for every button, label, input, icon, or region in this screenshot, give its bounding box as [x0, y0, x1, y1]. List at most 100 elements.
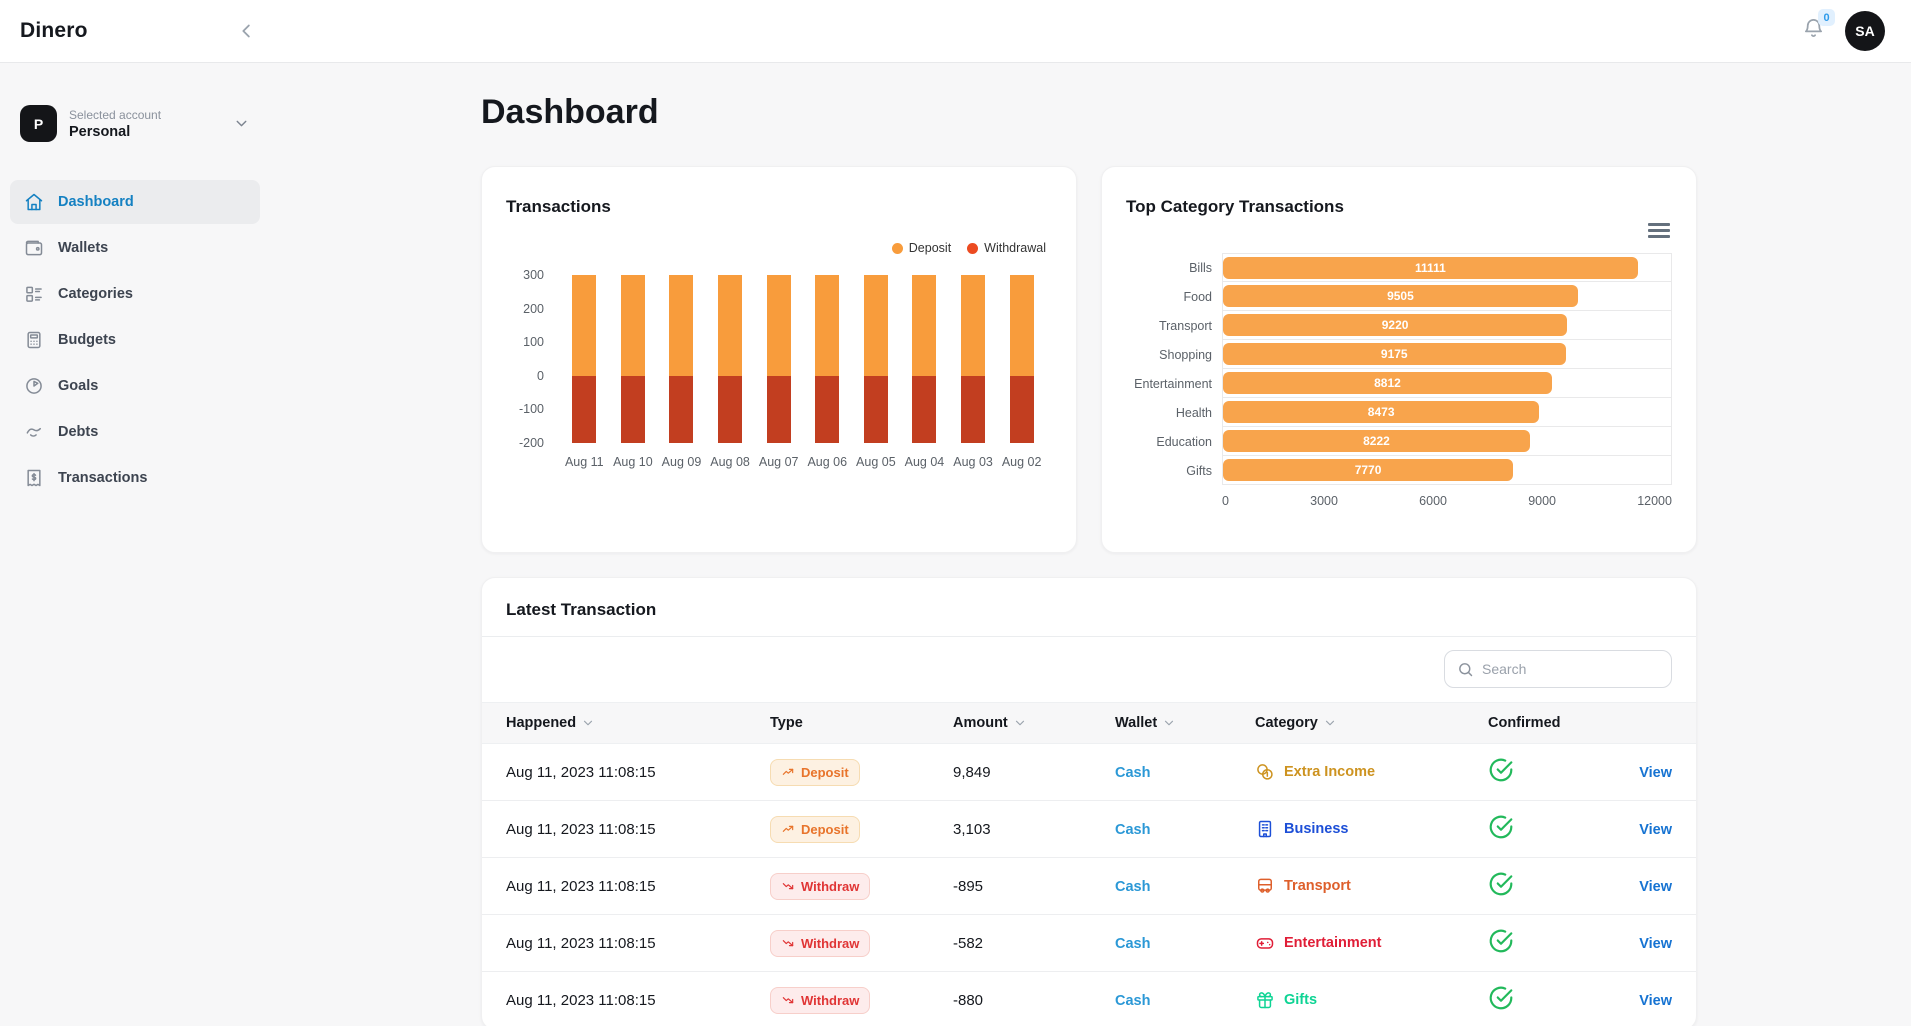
sidebar-item-label: Categories: [58, 286, 133, 302]
sidebar-item-wallets[interactable]: Wallets: [10, 226, 260, 270]
y-axis-tick: -200: [518, 436, 544, 450]
sort-chevron-icon: [1323, 716, 1337, 730]
trend-up-icon: [781, 765, 795, 779]
withdrawal-bar: [620, 376, 645, 443]
category-bar-row: Transport 9220: [1126, 311, 1672, 340]
deposit-bar: [961, 275, 986, 376]
sidebar-item-goals[interactable]: Goals: [10, 364, 260, 408]
sidebar-item-dashboard[interactable]: Dashboard: [10, 180, 260, 224]
sidebar-item-categories[interactable]: Categories: [10, 272, 260, 316]
legend-marker-icon: [891, 242, 903, 254]
withdrawal-bar: [1009, 376, 1034, 443]
app-logo: Dinero: [20, 19, 88, 42]
deposit-bar: [815, 275, 840, 376]
sidebar-item-transactions[interactable]: Transactions: [10, 456, 260, 500]
notifications-button[interactable]: 0: [1802, 9, 1835, 45]
wallet-link[interactable]: Cash: [1115, 992, 1151, 1009]
category-cell: Entertainment: [1255, 933, 1488, 953]
view-link[interactable]: View: [1639, 935, 1672, 952]
sidebar-item-budgets[interactable]: Budgets: [10, 318, 260, 362]
table-title: Latest Transaction: [506, 600, 657, 619]
table-row: Aug 11, 2023 11:08:15 Deposit 9,849 Cash…: [482, 744, 1696, 801]
user-avatar[interactable]: SA: [1845, 11, 1885, 51]
legend-item-withdrawal[interactable]: Withdrawal: [967, 241, 1046, 255]
account-name: Personal: [69, 123, 131, 140]
withdrawal-bar: [912, 376, 937, 443]
amount-cell: -895: [953, 877, 984, 895]
deposit-bar: [912, 275, 937, 376]
sidebar-nav: Dashboard Wallets Categories Budgets Goals De…: [0, 180, 270, 500]
column-header-confirmed: Confirmed: [1488, 715, 1561, 731]
category-bar: 7770: [1223, 459, 1514, 481]
view-link[interactable]: View: [1639, 821, 1672, 838]
category-label: Entertainment: [1134, 376, 1212, 391]
withdrawal-bar: [572, 376, 597, 443]
column-header-happened[interactable]: Happened: [506, 715, 770, 731]
category-label: Bills: [1189, 260, 1212, 275]
happened-cell: Aug 11, 2023 11:08:15: [506, 820, 656, 838]
bar-group: [669, 275, 694, 443]
withdrawal-bar: [669, 376, 694, 443]
x-axis-tick: Aug 04: [904, 455, 945, 469]
chart-menu-button[interactable]: [1648, 223, 1670, 238]
category-cell: Extra Income: [1255, 762, 1488, 782]
category-label: Health: [1175, 405, 1212, 420]
wallet-link[interactable]: Cash: [1115, 935, 1151, 952]
view-link[interactable]: View: [1639, 878, 1672, 895]
category-label: Transport: [1158, 318, 1212, 333]
x-axis-tick: 6000: [1419, 494, 1447, 508]
category-x-axis: 0 3000 6000 9000 12000: [1222, 494, 1672, 508]
search-box: [1444, 650, 1672, 688]
sort-chevron-icon: [1162, 716, 1176, 730]
bar-group: [572, 275, 597, 443]
sidebar: P Selected account Personal Dashboard Wal…: [0, 63, 270, 1026]
account-selector[interactable]: P Selected account Personal: [14, 105, 256, 142]
table-row: Aug 11, 2023 11:08:15 Withdraw -895 Cash…: [482, 858, 1696, 915]
chevron-down-icon: [233, 115, 250, 132]
view-link[interactable]: View: [1639, 992, 1672, 1009]
column-header-category[interactable]: Category: [1255, 715, 1488, 731]
wallet-link[interactable]: Cash: [1115, 878, 1151, 895]
category-label: Gifts: [1186, 463, 1212, 478]
top-category-chart-title: Top Category Transactions: [1126, 197, 1344, 216]
main-content: Dashboard Transactions Deposit Withdrawal…: [270, 63, 1911, 1026]
sidebar-item-label: Debts: [58, 424, 99, 440]
category-bar: 8473: [1223, 401, 1540, 423]
category-bar-row: Bills 11111: [1126, 253, 1672, 282]
sidebar-item-debts[interactable]: Debts: [10, 410, 260, 454]
amount-cell: 3,103: [953, 820, 991, 838]
legend-item-deposit[interactable]: Deposit: [891, 241, 951, 255]
chart-legend: Deposit Withdrawal: [506, 241, 1046, 255]
x-axis-tick: 9000: [1528, 494, 1556, 508]
x-axis-tick: Aug 06: [807, 455, 848, 469]
check-circle-icon: [1488, 985, 1514, 1011]
table-row: Aug 11, 2023 11:08:15 Deposit 3,103 Cash…: [482, 801, 1696, 858]
category-cell: Transport: [1255, 876, 1488, 896]
category-bar: 9220: [1223, 314, 1568, 336]
wallet-link[interactable]: Cash: [1115, 764, 1151, 781]
category-bar: 8222: [1223, 430, 1530, 452]
x-axis-labels: Aug 11 Aug 10 Aug 09 Aug 08 Aug 07 Aug 06 Aug …: [560, 455, 1046, 469]
deposit-bar: [669, 275, 694, 376]
deposit-bar: [620, 275, 645, 376]
gamepad-icon: [1255, 933, 1275, 953]
sort-chevron-icon: [1013, 716, 1027, 730]
y-axis-tick: 300: [523, 268, 544, 282]
x-axis-tick: Aug 02: [1001, 455, 1042, 469]
column-header-wallet[interactable]: Wallet: [1115, 715, 1255, 731]
sidebar-item-label: Transactions: [58, 470, 148, 486]
sidebar-collapse-button[interactable]: [236, 20, 258, 42]
withdrawal-bar: [815, 376, 840, 443]
view-link[interactable]: View: [1639, 764, 1672, 781]
check-circle-icon: [1488, 814, 1514, 840]
x-axis-tick: 3000: [1310, 494, 1338, 508]
search-input[interactable]: [1482, 661, 1663, 677]
bell-icon: [1802, 17, 1825, 40]
page-title: Dashboard: [481, 93, 659, 131]
table-row: Aug 11, 2023 11:08:15 Withdraw -582 Cash…: [482, 915, 1696, 972]
column-header-amount[interactable]: Amount: [953, 715, 1115, 731]
wallet-link[interactable]: Cash: [1115, 821, 1151, 838]
withdrawal-bar: [766, 376, 791, 443]
y-axis-tick: 0: [537, 368, 544, 383]
